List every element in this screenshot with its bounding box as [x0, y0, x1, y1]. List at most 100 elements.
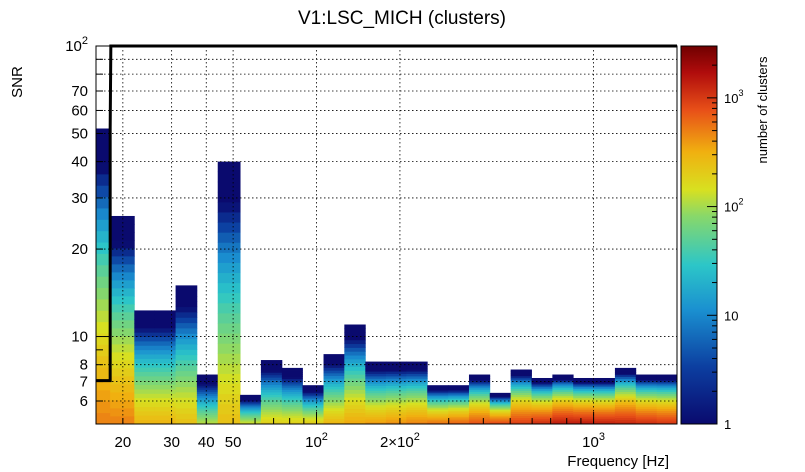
heatmap-cell — [656, 384, 678, 387]
heatmap-cell — [281, 415, 303, 418]
heatmap-cell — [175, 285, 198, 292]
heatmap-cell — [489, 402, 512, 405]
heatmap-cell — [175, 397, 198, 404]
heatmap-cell — [344, 339, 366, 345]
heatmap-cell — [552, 378, 574, 381]
heatmap-cell — [573, 409, 595, 413]
heatmap-cell — [531, 390, 553, 393]
heatmap-cell — [134, 358, 155, 364]
heatmap-cell — [134, 345, 155, 351]
heatmap-cell — [175, 322, 198, 329]
heatmap-cell — [552, 395, 574, 398]
heatmap-cell — [531, 415, 553, 418]
heatmap-cell — [260, 399, 283, 403]
heatmap-cell — [365, 368, 387, 372]
heatmap-cell — [448, 421, 470, 423]
heatmap-cell — [448, 413, 470, 416]
heatmap-cell — [344, 397, 366, 402]
heatmap-cell — [96, 367, 111, 379]
heatmap-cell — [154, 397, 176, 403]
heatmap-cell — [468, 412, 491, 415]
heatmap-cell — [96, 230, 111, 243]
heatmap-cell — [573, 385, 595, 388]
heatmap-cell — [217, 282, 241, 294]
heatmap-cell — [240, 395, 262, 398]
heatmap-cell — [302, 397, 324, 400]
y-tick-label: 30 — [71, 190, 88, 207]
heatmap-cell — [134, 415, 155, 421]
heatmap-cell — [134, 371, 155, 377]
heatmap-cell — [217, 161, 241, 173]
heatmap-cell — [510, 396, 532, 400]
heatmap-cell — [110, 255, 135, 265]
heatmap-cell — [573, 393, 595, 397]
heatmap-cell — [635, 414, 658, 417]
heatmap-cell — [154, 354, 176, 359]
heatmap-cell — [217, 171, 241, 183]
heatmap-cell — [281, 391, 303, 395]
heatmap-cell — [406, 363, 428, 367]
heatmap-cell — [323, 359, 345, 363]
heatmap-cell — [217, 292, 241, 304]
heatmap-cell — [302, 394, 324, 397]
heatmap-cell — [134, 341, 155, 346]
heatmap-cell — [468, 391, 491, 394]
heatmap-cell — [96, 264, 111, 277]
heatmap-cell — [344, 370, 366, 375]
heatmap-cell — [594, 416, 616, 420]
heatmap-cell — [385, 375, 407, 379]
heatmap-cell — [614, 404, 637, 408]
heatmap-cell — [240, 409, 262, 411]
heatmap-cell — [110, 263, 135, 273]
heatmap-cell — [656, 382, 678, 385]
heatmap-cell — [281, 393, 303, 397]
heatmap-cell — [110, 400, 135, 409]
heatmap-cell — [302, 416, 324, 419]
heatmap-cell — [427, 413, 449, 416]
heatmap-cell — [510, 388, 532, 391]
heatmap-cell — [134, 323, 155, 329]
heatmap-cell — [427, 416, 449, 419]
heatmap-cell — [385, 366, 407, 370]
heatmap-cell — [406, 375, 428, 379]
heatmap-cell — [531, 406, 553, 409]
heatmap-cell — [240, 410, 262, 413]
heatmap-cell — [302, 389, 324, 392]
heatmap-cell — [110, 295, 135, 305]
heatmap-cell — [406, 361, 428, 365]
color-scale-tick-label: 103 — [724, 88, 743, 106]
heatmap-cell — [573, 379, 595, 382]
heatmap-cell — [573, 420, 595, 423]
heatmap-cell — [406, 378, 428, 382]
heatmap-cell — [302, 385, 324, 388]
heatmap-cell — [217, 312, 241, 324]
heatmap-cell — [240, 399, 262, 401]
heatmap-cell — [573, 406, 595, 409]
heatmap-cell — [260, 362, 283, 366]
heatmap-cell — [552, 391, 574, 394]
heatmap-cell — [406, 395, 428, 398]
heatmap-cell — [531, 386, 553, 390]
heatmap-cell — [344, 343, 366, 348]
heatmap-cell — [217, 302, 241, 314]
heatmap-cell — [531, 409, 553, 413]
heatmap-cell — [154, 402, 176, 407]
heatmap-cell — [614, 385, 637, 388]
heatmap-cell — [614, 400, 637, 403]
heatmap-cell — [594, 388, 616, 391]
heatmap-cell — [468, 404, 491, 408]
heatmap-cell — [635, 422, 658, 425]
color-scale-ticks: 1 10 102 103 — [707, 45, 743, 432]
heatmap-cell — [217, 201, 241, 213]
heatmap-cell — [614, 378, 637, 382]
heatmap-cell — [96, 196, 111, 209]
heatmap-cell — [134, 406, 155, 412]
heatmap-cell — [323, 389, 345, 393]
heatmap-cell — [260, 369, 283, 373]
heatmap-cell — [344, 389, 366, 394]
x-tick-label: 2×102 — [380, 431, 420, 451]
heatmap-cell — [635, 384, 658, 387]
heatmap-cell — [344, 374, 366, 379]
y-tick-label: 60 — [71, 102, 88, 119]
heatmap-cell — [594, 399, 616, 402]
